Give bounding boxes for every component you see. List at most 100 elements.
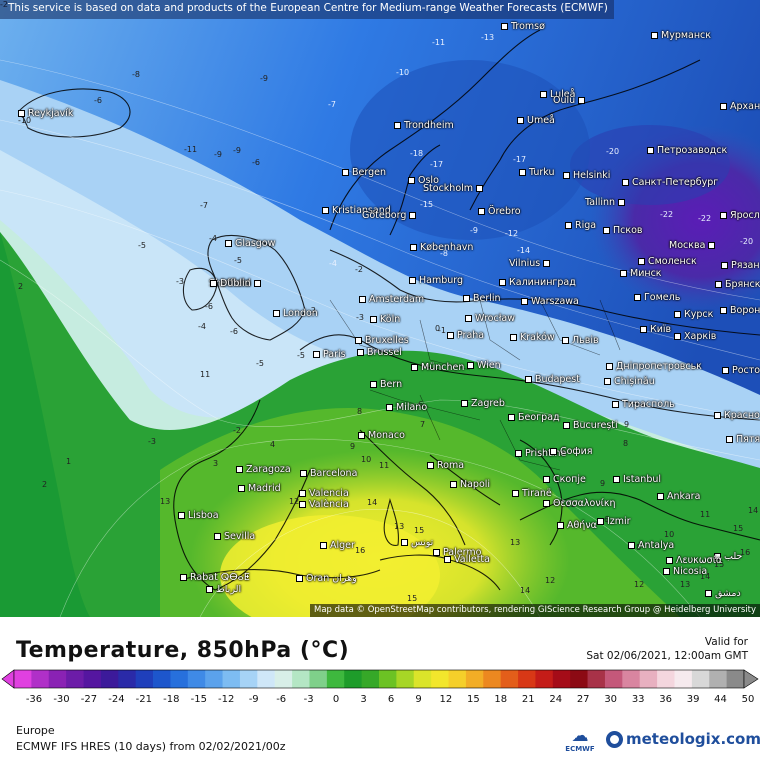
- city-name: Tiranë: [522, 488, 552, 499]
- city-name: Roma: [437, 460, 465, 471]
- city-name: Budapest: [535, 374, 580, 385]
- city-name: Мурманск: [661, 30, 712, 41]
- meteologix-logo-icon: [606, 730, 623, 748]
- city-marker: Zaragoza: [236, 464, 291, 475]
- colorbar-segment: [674, 670, 693, 688]
- isotherm-label: 11: [700, 510, 711, 519]
- isotherm-label: -1: [438, 326, 446, 335]
- city-dot-icon: [510, 334, 517, 341]
- city-name: Dublin: [220, 278, 251, 289]
- city-dot-icon: [714, 412, 721, 419]
- city-marker: Wrocław: [465, 313, 515, 324]
- city-marker: Sheffield: [209, 278, 261, 289]
- city-dot-icon: [603, 227, 610, 234]
- colorbar-tick-label: 0: [332, 694, 340, 705]
- city-marker: Valletta: [444, 554, 490, 565]
- city-dot-icon: [476, 185, 484, 192]
- city-name: Sheffield: [209, 278, 251, 289]
- city-name: Oslo: [418, 175, 439, 186]
- colorbar-segment: [396, 670, 415, 688]
- colorbar-segment: [153, 670, 171, 688]
- city-dot-icon: [640, 326, 647, 333]
- city-marker: Курск: [674, 309, 713, 320]
- isotherm-label: 14: [700, 572, 711, 581]
- city-name: دمشق: [715, 588, 741, 599]
- isotherm-label: 13: [160, 497, 171, 506]
- city-marker: Росто: [722, 365, 760, 376]
- city-name: Bern: [380, 379, 403, 390]
- city-marker: Alger: [320, 540, 355, 551]
- city-dot-icon: [386, 404, 393, 411]
- city-name: Köln: [380, 314, 401, 325]
- city-marker: Архан: [720, 101, 760, 112]
- colorbar-segment: [14, 670, 32, 688]
- isotherm-label: -5: [297, 351, 305, 360]
- city-dot-icon: [357, 349, 364, 356]
- city-marker: Trondheim: [394, 120, 454, 131]
- city-marker: Красно: [714, 410, 760, 421]
- isotherm-label: 14: [520, 586, 531, 595]
- city-name: Λευκωσία: [676, 555, 723, 566]
- city-name: Luleå: [550, 89, 576, 100]
- city-name: Chișinău: [614, 376, 655, 387]
- city-name: Скопје: [553, 474, 586, 485]
- city-name: Monaco: [368, 430, 405, 441]
- city-dot-icon: [714, 553, 721, 560]
- city-dot-icon: [647, 147, 654, 154]
- city-marker: Мурманск: [651, 30, 711, 41]
- colorbar-segment: [31, 670, 50, 688]
- city-dot-icon: [300, 470, 307, 477]
- city-name: Zagreb: [471, 398, 505, 409]
- isotherm-label: 2: [42, 480, 48, 489]
- weather-map[interactable]: -11 -10 -8 -9 -6 -7 -10 -9 -9 -6 -11 -13 -15 -17 -18 -1…: [0, 0, 760, 617]
- city-marker: Петрозаводск: [647, 145, 727, 156]
- city-name: Смоленск: [648, 256, 697, 267]
- city-dot-icon: [178, 512, 185, 519]
- map-attribution[interactable]: Map data © OpenStreetMap contributors, r…: [310, 604, 760, 617]
- colorbar-segment: [570, 670, 588, 688]
- city-dot-icon: [299, 490, 306, 497]
- colorbar-segment: [274, 670, 293, 688]
- city-dot-icon: [550, 448, 557, 455]
- isotherm-label: 13: [394, 522, 405, 531]
- city-marker: تونس: [401, 537, 433, 548]
- city-dot-icon: [563, 422, 570, 429]
- city-marker: Смоленск: [638, 256, 697, 267]
- city-dot-icon: [517, 117, 524, 124]
- city-dot-icon: [461, 400, 468, 407]
- isotherm-label: -20: [740, 237, 754, 246]
- city-marker: Яросл: [720, 210, 760, 221]
- city-dot-icon: [465, 315, 472, 322]
- isotherm-label: 15: [407, 594, 418, 603]
- city-dot-icon: [296, 575, 303, 582]
- city-dot-icon: [320, 542, 327, 549]
- city-name: Яросл: [730, 210, 760, 221]
- meteologix-logo[interactable]: meteologix.com: [606, 730, 760, 748]
- city-name: Курск: [684, 309, 714, 320]
- isotherm-label: -3: [356, 313, 364, 322]
- city-marker: Минск: [620, 268, 662, 279]
- isotherm-label: 11: [379, 461, 390, 470]
- city-marker: Sevilla: [214, 531, 255, 542]
- isotherm-label: -17: [513, 155, 527, 164]
- colorbar-tick-label: -6: [276, 694, 287, 705]
- city-name: Харків: [684, 331, 717, 342]
- city-marker: Rabat ⵕⴱⴰⵟ: [180, 572, 250, 583]
- city-marker: València: [299, 499, 349, 510]
- ecmwf-logo[interactable]: ☁ ECMWF: [558, 727, 602, 757]
- city-name: Oulu: [553, 95, 576, 106]
- city-dot-icon: [409, 277, 416, 284]
- city-marker: Львів: [562, 335, 599, 346]
- city-name: Tromsø: [511, 21, 545, 32]
- city-name: Nicosia: [673, 566, 708, 577]
- colorbar-tick-label: 24: [549, 694, 563, 705]
- isotherm-label: -2: [355, 265, 363, 274]
- city-marker: Dublin: [210, 278, 251, 289]
- city-marker: Bern: [370, 379, 402, 390]
- city-name: تونس: [411, 537, 434, 548]
- city-name: Glasgow: [235, 238, 276, 249]
- city-name: Sevilla: [224, 531, 256, 542]
- isotherm-label: -3: [148, 437, 156, 446]
- colorbar-segment: [361, 670, 380, 688]
- city-name: Göteborg: [362, 210, 407, 221]
